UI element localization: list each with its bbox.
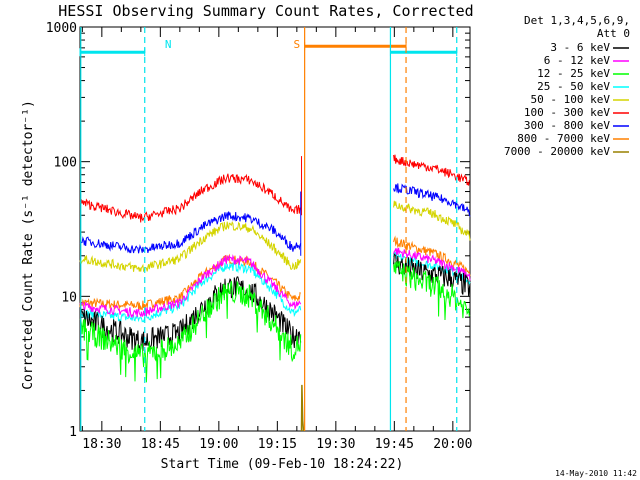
plot-frame — [79, 26, 471, 432]
chart-title: HESSI Observing Summary Count Rates, Cor… — [58, 2, 473, 20]
legend-label: 25 - 50 keV — [537, 80, 610, 93]
series-line — [79, 254, 302, 319]
series-line — [393, 154, 471, 186]
x-tick-label: 19:45 — [375, 437, 414, 452]
series-50-to-100keV-trace — [79, 200, 471, 273]
series-line — [80, 261, 302, 324]
x-tick-label: 18:45 — [141, 437, 180, 452]
y-tick-label: 10 — [61, 290, 77, 305]
axes: 1 10 100 1000 18:30 18:45 19:00 19:15 19:30 19:45… — [46, 21, 473, 452]
legend-label: 12 - 25 keV — [537, 67, 610, 80]
legend-label: 300 - 800 keV — [524, 119, 610, 132]
series-line — [79, 253, 301, 311]
x-tick-label: 19:15 — [258, 437, 297, 452]
series-line — [79, 280, 302, 383]
legend-label: 3 - 6 keV — [550, 41, 610, 54]
series-7000-to-20000keV-trace — [300, 384, 305, 432]
series-line — [393, 183, 471, 217]
saa-annotation: S — [294, 38, 301, 51]
series-line — [79, 211, 302, 254]
plot-area — [79, 154, 471, 432]
series-line — [79, 221, 302, 273]
legend-label: 100 - 300 keV — [524, 106, 610, 119]
series-line — [393, 235, 471, 277]
x-tick-label: 18:30 — [82, 437, 121, 452]
x-tick-label: 19:30 — [316, 437, 355, 452]
series-800-to-7000keV-trace — [79, 235, 471, 311]
footer-timestamp: 14-May-2010 11:42 — [555, 469, 637, 478]
x-tick-label: 20:00 — [433, 437, 472, 452]
y-tick-label: 1 — [69, 425, 77, 440]
series-line — [300, 384, 305, 432]
legend-label: 50 - 100 keV — [531, 93, 611, 106]
legend-label: 7000 - 20000 keV — [504, 145, 610, 158]
x-tick-label: 19:00 — [199, 437, 238, 452]
legend-header-line-1: Det 1,3,4,5,6,9, — [524, 14, 630, 27]
series-line — [393, 200, 471, 241]
series-line — [79, 173, 302, 223]
y-axis-label: Corrected Count Rate (s⁻¹ detector⁻¹) — [21, 100, 36, 390]
legend-label: 800 - 7000 keV — [517, 132, 610, 145]
series-100-to-300keV-trace — [79, 154, 471, 223]
night-annotation: N — [165, 38, 172, 51]
y-tick-label: 1000 — [46, 21, 77, 36]
legend-label: 6 - 12 keV — [544, 54, 611, 67]
x-axis-label: Start Time (09-Feb-10 18:24:22) — [161, 457, 404, 472]
y-tick-label: 100 — [54, 156, 77, 171]
legend-header-line-2: Att 0 — [597, 27, 630, 40]
series-line — [79, 276, 302, 354]
